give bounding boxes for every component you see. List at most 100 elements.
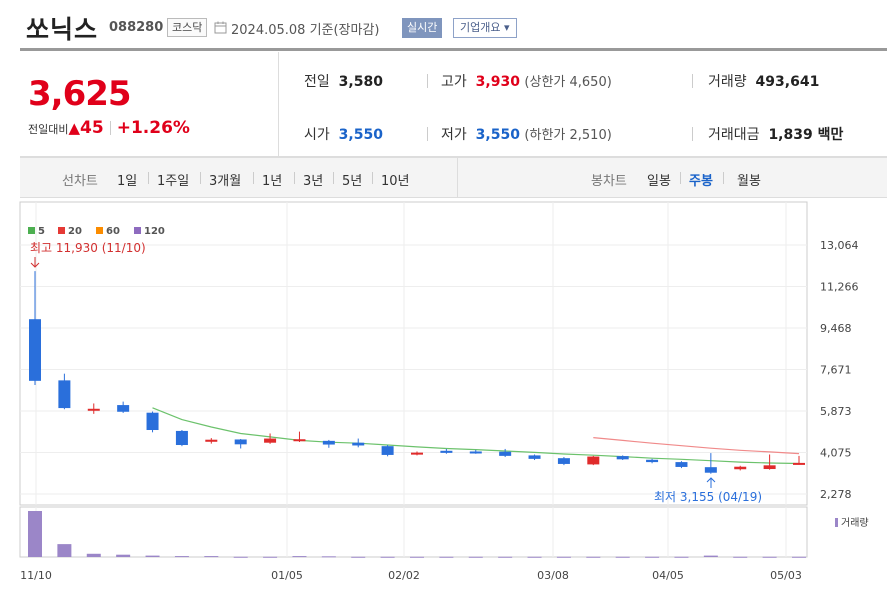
legend-label: 120 [144,226,165,237]
trade-amount: 거래대금 1,839 백만 [708,124,843,144]
max-annotation: 최고 11,930 (11/10) [30,241,146,255]
candle-body [587,456,600,465]
tab-daily[interactable]: 일봉 [647,174,671,189]
legend-label: 60 [106,226,120,237]
current-price-box: 3,625 전일대비▲45 +1.26% [20,52,279,156]
tab-3y[interactable]: 3년 [303,174,324,189]
tab-1w[interactable]: 1주일 [157,174,190,189]
x-tick-label: 02/02 [388,569,420,582]
volume-bar [703,555,718,557]
base-date: 2024.05.08 기준(장마감) [231,23,380,38]
x-tick-label: 11/10 [20,569,52,582]
volume-bar [145,555,160,557]
chart-tab-bar: 선차트 1일 1주일 3개월 1년 3년 5년 10년 봉차트 일봉 주봉 월봉 [20,157,887,198]
ma5-line [152,407,800,465]
divider [427,74,428,88]
lower-limit: (하한가 2,510) [524,128,612,143]
divider [427,127,428,141]
legend-swatch [58,227,65,234]
tab-1d[interactable]: 1일 [117,174,138,189]
volume-bar [28,511,42,557]
volume-bar [733,556,748,558]
candle-body [205,439,218,442]
tab-weekly[interactable]: 주봉 [689,174,713,189]
candle-body [616,456,629,460]
open-value: 3,550 [338,127,383,143]
header-divider [20,48,887,51]
candle-body [646,459,659,463]
open-price: 시가 3,550 [304,124,383,144]
legend-label: 20 [68,226,82,237]
legend-swatch [134,227,141,234]
candle-body [763,465,776,470]
candle-body [793,462,805,465]
up-arrow-icon: ▲ [68,119,81,137]
volume-bar [645,556,660,558]
divider [372,172,373,184]
volume-bar [233,556,248,558]
volume-bar [792,556,806,558]
volume-bar [615,556,630,558]
x-tick-label: 04/05 [652,569,684,582]
candle-body [352,442,365,446]
y-tick-label: 4,075 [820,447,852,460]
quote-summary: 3,625 전일대비▲45 +1.26% 전일 3,580 고가 3,930 (상… [20,52,887,157]
tab-3m[interactable]: 3개월 [209,174,242,189]
volume-legend-swatch [835,518,838,527]
volume-bar [263,556,278,558]
change-value: 45 [80,118,104,138]
volume-bar [586,556,601,558]
upper-limit: (상한가 4,650) [524,75,612,90]
stock-header: 쏘닉스 088280 코스닥 2024.05.08 기준(장마감) 실시간 기업… [0,0,887,51]
y-tick-label: 7,671 [820,364,852,377]
tab-monthly[interactable]: 월봉 [737,174,761,189]
candle-body [117,405,130,412]
amount-value: 1,839 백만 [768,127,844,143]
tab-divider [457,158,458,198]
volume: 거래량 493,641 [708,71,819,91]
candle-body [234,439,247,445]
tab-5y[interactable]: 5년 [342,174,363,189]
legend-swatch [96,227,103,234]
candle-body [704,467,717,473]
y-tick-label: 13,064 [820,239,859,252]
prev-close-value: 3,580 [338,74,383,90]
divider [692,127,693,141]
y-tick-label: 2,278 [820,488,852,501]
company-info-dropdown[interactable]: 기업개요 ▾ [453,18,517,38]
high-label: 고가 [441,74,467,90]
prev-close: 전일 3,580 [304,71,383,91]
change-percent: +1.26% [116,118,190,138]
candle-body [293,439,306,442]
y-tick-label: 9,468 [820,322,852,335]
low-price: 저가 3,550 (하한가 2,510) [441,124,612,144]
price-change: 전일대비▲45 +1.26% [28,118,190,138]
volume-bar [57,544,72,557]
candle-body [528,455,541,459]
volume-bar [351,556,366,558]
x-tick-label: 01/05 [271,569,303,582]
volume-bar [410,556,424,558]
line-chart-label: 선차트 [62,174,98,189]
calendar-icon [214,21,227,34]
candle-body [29,319,41,381]
volume-plot-frame [19,506,808,558]
realtime-button[interactable]: 실시간 [402,18,443,38]
candle-body [499,451,512,456]
candle-body [411,452,423,455]
volume-bar [498,556,513,558]
tab-10y[interactable]: 10년 [381,174,410,189]
high-value: 3,930 [475,74,520,90]
candle-body [734,466,747,470]
ma20-line [593,437,800,455]
divider [723,172,724,184]
min-annotation: 최저 3,155 (04/19) [654,490,762,504]
volume-value: 493,641 [755,74,820,90]
tab-1y[interactable]: 1년 [262,174,283,189]
candle-body [146,412,159,431]
volume-legend-label: 거래량 [841,517,869,529]
high-price: 고가 3,930 (상한가 4,650) [441,71,612,91]
volume-bar [556,556,571,558]
candle-body [58,380,71,409]
low-label: 저가 [441,127,467,143]
